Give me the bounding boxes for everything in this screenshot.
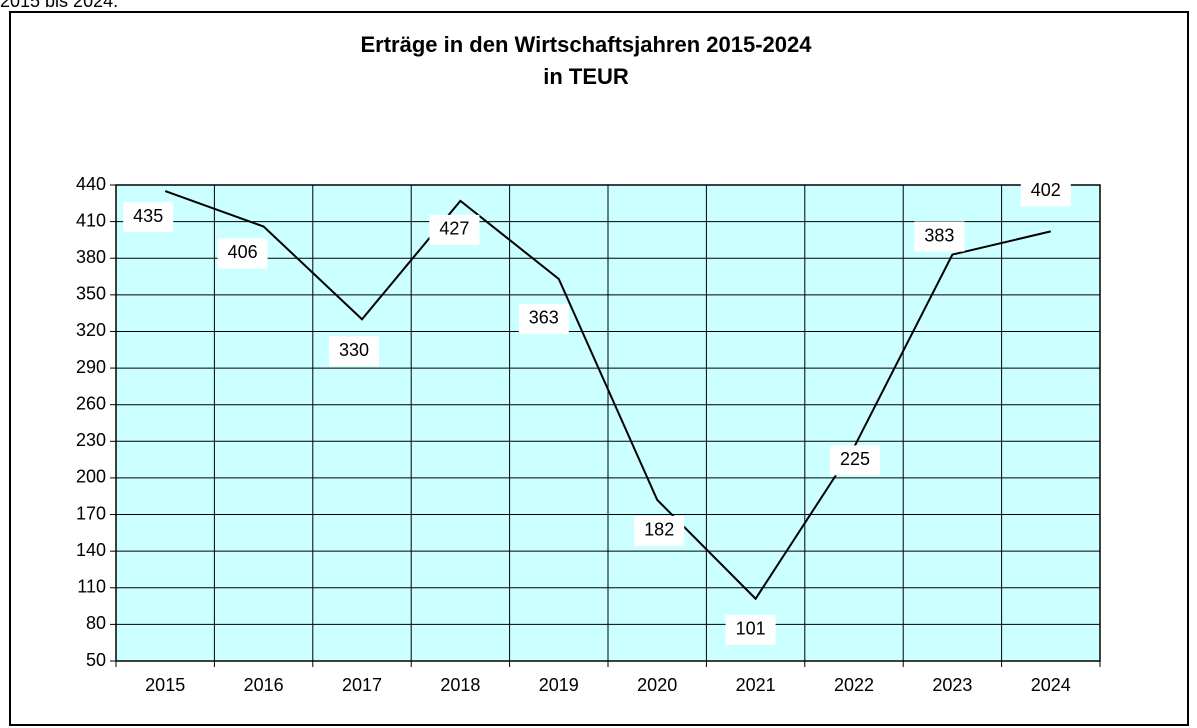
y-tick-label: 200 (76, 467, 106, 487)
y-tick-label: 170 (76, 503, 106, 523)
data-label-box (725, 614, 776, 645)
data-label-box (634, 515, 685, 546)
x-tick-label: 2017 (342, 675, 382, 695)
x-tick-label: 2021 (736, 675, 776, 695)
line-series (164, 190, 1052, 601)
data-label-box (914, 221, 965, 252)
y-tick-label: 110 (77, 577, 106, 597)
y-tick-label: 140 (76, 540, 106, 560)
x-tick-label: 2015 (145, 675, 185, 695)
y-tick-label: 80 (86, 613, 106, 633)
data-label-box (518, 303, 569, 334)
chart-title: Erträge in den Wirtschaftsjahren 2015-20… (361, 32, 813, 57)
y-tick-label: 50 (86, 650, 106, 670)
y-tick-label: 410 (76, 210, 106, 230)
data-label: 182 (644, 520, 674, 540)
x-tick-label: 2016 (244, 675, 284, 695)
x-tick-label: 2023 (932, 675, 972, 695)
data-label-box (1020, 176, 1071, 207)
data-label: 330 (339, 340, 369, 360)
x-tick-label: 2022 (834, 675, 874, 695)
data-label: 101 (736, 619, 766, 639)
x-tick-label: 2019 (539, 675, 579, 695)
data-label-box (830, 445, 880, 476)
data-label: 402 (1031, 180, 1061, 200)
data-label-box (123, 202, 174, 233)
x-tick-label: 2024 (1031, 675, 1071, 695)
data-label: 427 (439, 219, 469, 239)
data-label-box (329, 336, 379, 367)
page-text: 2015 bis 2024. (0, 0, 118, 11)
x-tick-label: 2020 (637, 675, 677, 695)
chart-title: in TEUR (543, 64, 629, 89)
y-tick-label: 380 (76, 247, 106, 267)
x-tick-label: 2018 (440, 675, 480, 695)
data-label: 225 (840, 449, 870, 469)
data-label: 383 (924, 225, 954, 245)
y-tick-label: 350 (76, 284, 106, 304)
y-tick-label: 230 (76, 430, 106, 450)
data-label: 363 (529, 308, 559, 328)
data-label: 406 (228, 242, 258, 262)
data-label-box (429, 214, 480, 245)
data-label: 435 (133, 206, 163, 226)
data-label-box (217, 238, 268, 269)
y-tick-label: 290 (76, 357, 106, 377)
y-tick-label: 440 (76, 174, 106, 194)
y-tick-label: 320 (76, 320, 106, 340)
plot-border (115, 184, 1101, 662)
y-tick-label: 260 (76, 393, 106, 413)
